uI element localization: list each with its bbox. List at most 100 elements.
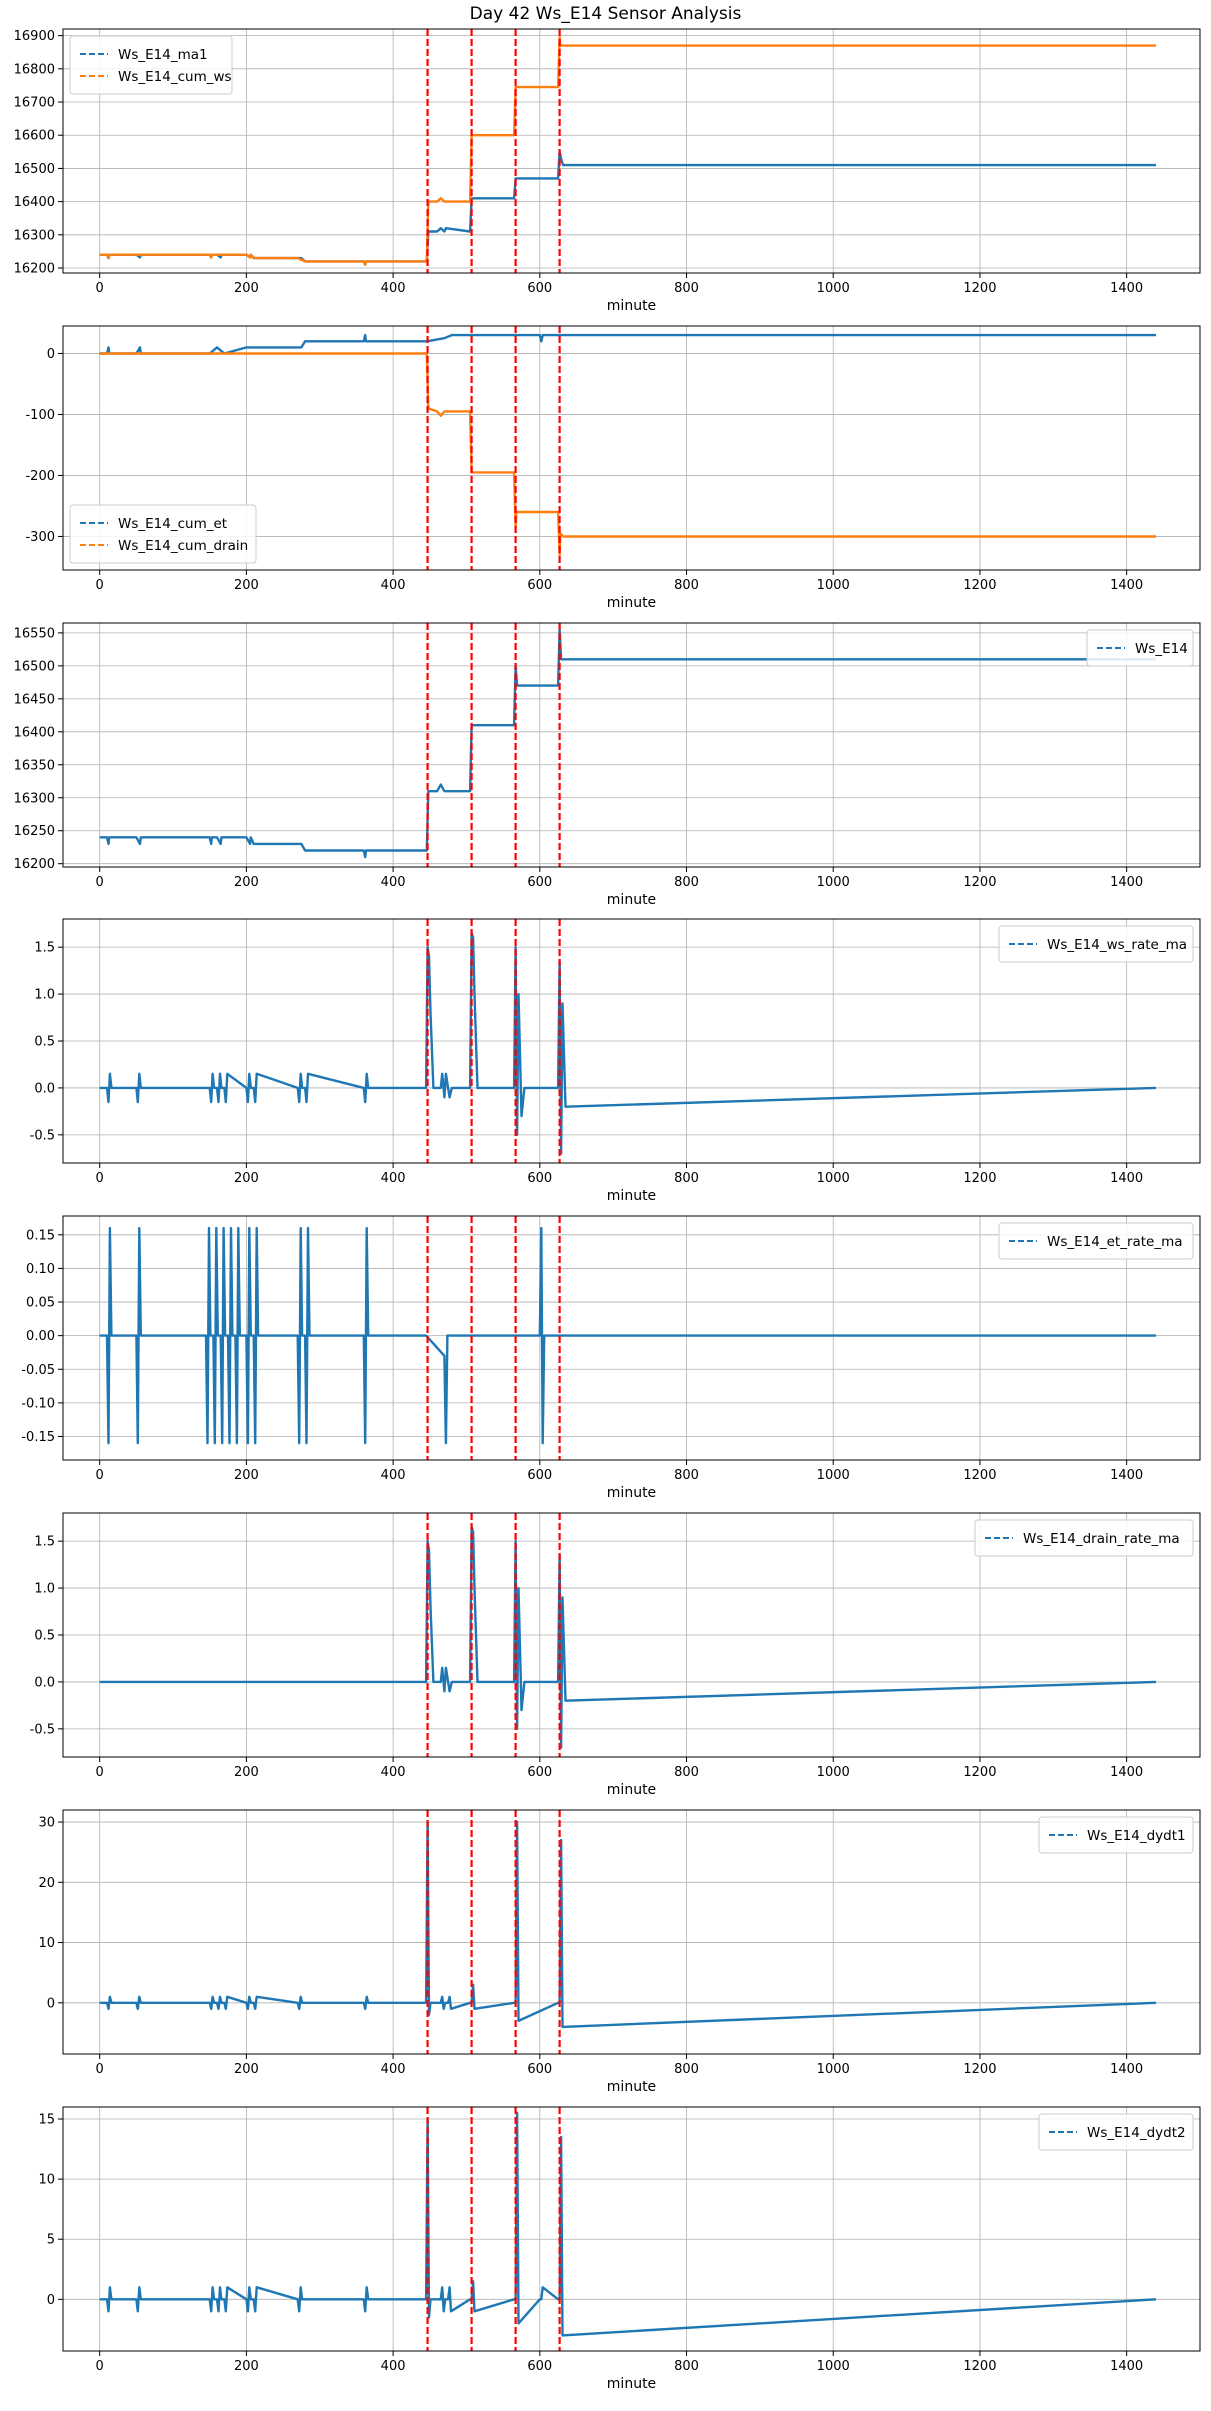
y-tick-label: 1.0 [34,1582,55,1597]
x-axis-label: minute [607,2079,656,2095]
y-tick-label: 0 [47,2293,55,2308]
x-tick-label: 600 [527,1171,552,1186]
axes-frame [62,325,1201,571]
x-tick-label: 1400 [1110,2062,1143,2077]
legend-box [1086,629,1194,667]
y-tick-label: 16400 [14,195,55,210]
y-tick-label: 0.15 [26,1228,55,1243]
x-tick-label: 1400 [1110,578,1143,593]
subplot-5: 0 200 400 600 800 1000 1200 1400 -0.15 -0.10 -0.05… [21,1215,1201,1501]
x-axis-label: minute [607,2376,656,2392]
legend-entry: Ws_E14_cum_drain [118,538,248,554]
x-tick-label: 600 [527,1765,552,1780]
x-tick-label: 800 [674,1171,699,1186]
x-tick-label: 400 [381,1468,406,1483]
legend-box [1038,1816,1194,1854]
x-tick-label: 200 [234,1765,259,1780]
x-tick-label: 0 [96,281,104,296]
series-line-1 [99,931,1157,1155]
y-tick-label: 5 [47,2233,55,2248]
y-tick-label: 16200 [14,857,55,872]
x-tick-label: 1400 [1110,875,1143,890]
x-tick-label: 1200 [963,281,996,296]
x-tick-label: 0 [96,2359,104,2374]
series-group [99,919,1157,1163]
y-tick-label: 10 [38,1936,55,1951]
series-line-2 [99,352,1156,556]
legend: Ws_E14 [1086,629,1194,667]
x-tick-label: 1200 [963,1171,996,1186]
x-tick-label: 200 [234,2062,259,2077]
x-tick-label: 1200 [963,875,996,890]
legend: Ws_E14_ma1 Ws_E14_cum_ws [69,35,233,95]
x-tick-label: 400 [381,875,406,890]
y-tick-label: 1.5 [34,941,55,956]
legend: Ws_E14_et_rate_ma [998,1222,1194,1260]
y-tick-label: 16600 [14,129,55,144]
axes-frame [62,1809,1201,2055]
series-line-1 [99,333,1156,355]
legend-entry: Ws_E14_cum_ws [118,69,232,85]
x-tick-label: 1200 [963,2062,996,2077]
series-line-1 [99,1226,1156,1445]
x-tick-label: 400 [381,2359,406,2374]
x-tick-label: 800 [674,875,699,890]
axes-frame [62,622,1201,868]
subplot-1: 0 200 400 600 800 1000 1200 1400 16200 16300 16400… [14,28,1201,314]
y-tick-label: 16800 [14,62,55,77]
series-group [99,326,1156,570]
x-tick-label: 600 [527,281,552,296]
subplot-2: 0 200 400 600 800 1000 1200 1400 -300 -200 -100 0 mi… [25,325,1201,611]
series-line-1 [99,2111,1157,2337]
series-group [99,1216,1156,1460]
subplot-4: 0 200 400 600 800 1000 1200 1400 -0.5 0.0 0.5 1.0 1.… [30,918,1201,1204]
legend: Ws_E14_drain_rate_ma [974,1519,1194,1557]
y-tick-label: 1.0 [34,988,55,1003]
y-tick-label: 16350 [14,758,55,773]
y-tick-label: -0.05 [21,1363,55,1378]
x-tick-label: 600 [527,578,552,593]
y-tick-label: 0.0 [34,1081,55,1096]
series-group [99,623,1156,867]
x-tick-label: 200 [234,875,259,890]
x-axis-label: minute [607,892,656,908]
legend: Ws_E14_cum_et Ws_E14_cum_drain [69,504,257,564]
series-line-1 [99,1525,1157,1749]
x-tick-label: 1200 [963,1468,996,1483]
legend: Ws_E14_ws_rate_ma [998,925,1194,963]
x-tick-label: 1400 [1110,1468,1143,1483]
x-tick-label: 200 [234,1468,259,1483]
x-axis-label: minute [607,298,656,314]
x-tick-label: 600 [527,875,552,890]
x-tick-label: 800 [674,2359,699,2374]
x-tick-label: 1000 [817,875,850,890]
figure-title: Day 42 Ws_E14 Sensor Analysis [469,4,742,24]
axes-frame [62,1215,1201,1461]
x-tick-label: 0 [96,578,104,593]
x-tick-label: 1000 [817,1171,850,1186]
y-tick-label: -0.5 [30,1128,55,1143]
series-group [99,1810,1157,2054]
x-axis-label: minute [607,1188,656,1204]
x-tick-label: 0 [96,1468,104,1483]
subplot-3: 0 200 400 600 800 1000 1200 1400 16200 16250 16300… [14,622,1201,908]
x-tick-label: 1000 [817,281,850,296]
y-tick-label: -0.10 [21,1396,55,1411]
legend: Ws_E14_dydt2 [1038,2113,1194,2151]
y-tick-label: 0 [47,1996,55,2011]
y-tick-label: 16450 [14,692,55,707]
y-tick-label: 16400 [14,725,55,740]
y-tick-label: 0.5 [34,1629,55,1644]
legend-entry: Ws_E14 [1135,641,1188,657]
subplot-7: 0 200 400 600 800 1000 1200 1400 0 10 20 30 minute Ws… [38,1809,1201,2095]
legend-box [998,1222,1194,1260]
y-tick-label: 16700 [14,96,55,111]
x-tick-label: 1400 [1110,1765,1143,1780]
legend-entry: Ws_E14_ma1 [118,47,208,63]
x-tick-label: 1400 [1110,2359,1143,2374]
y-tick-label: 0 [47,347,55,362]
x-tick-label: 1200 [963,1765,996,1780]
y-tick-label: 0.5 [34,1035,55,1050]
